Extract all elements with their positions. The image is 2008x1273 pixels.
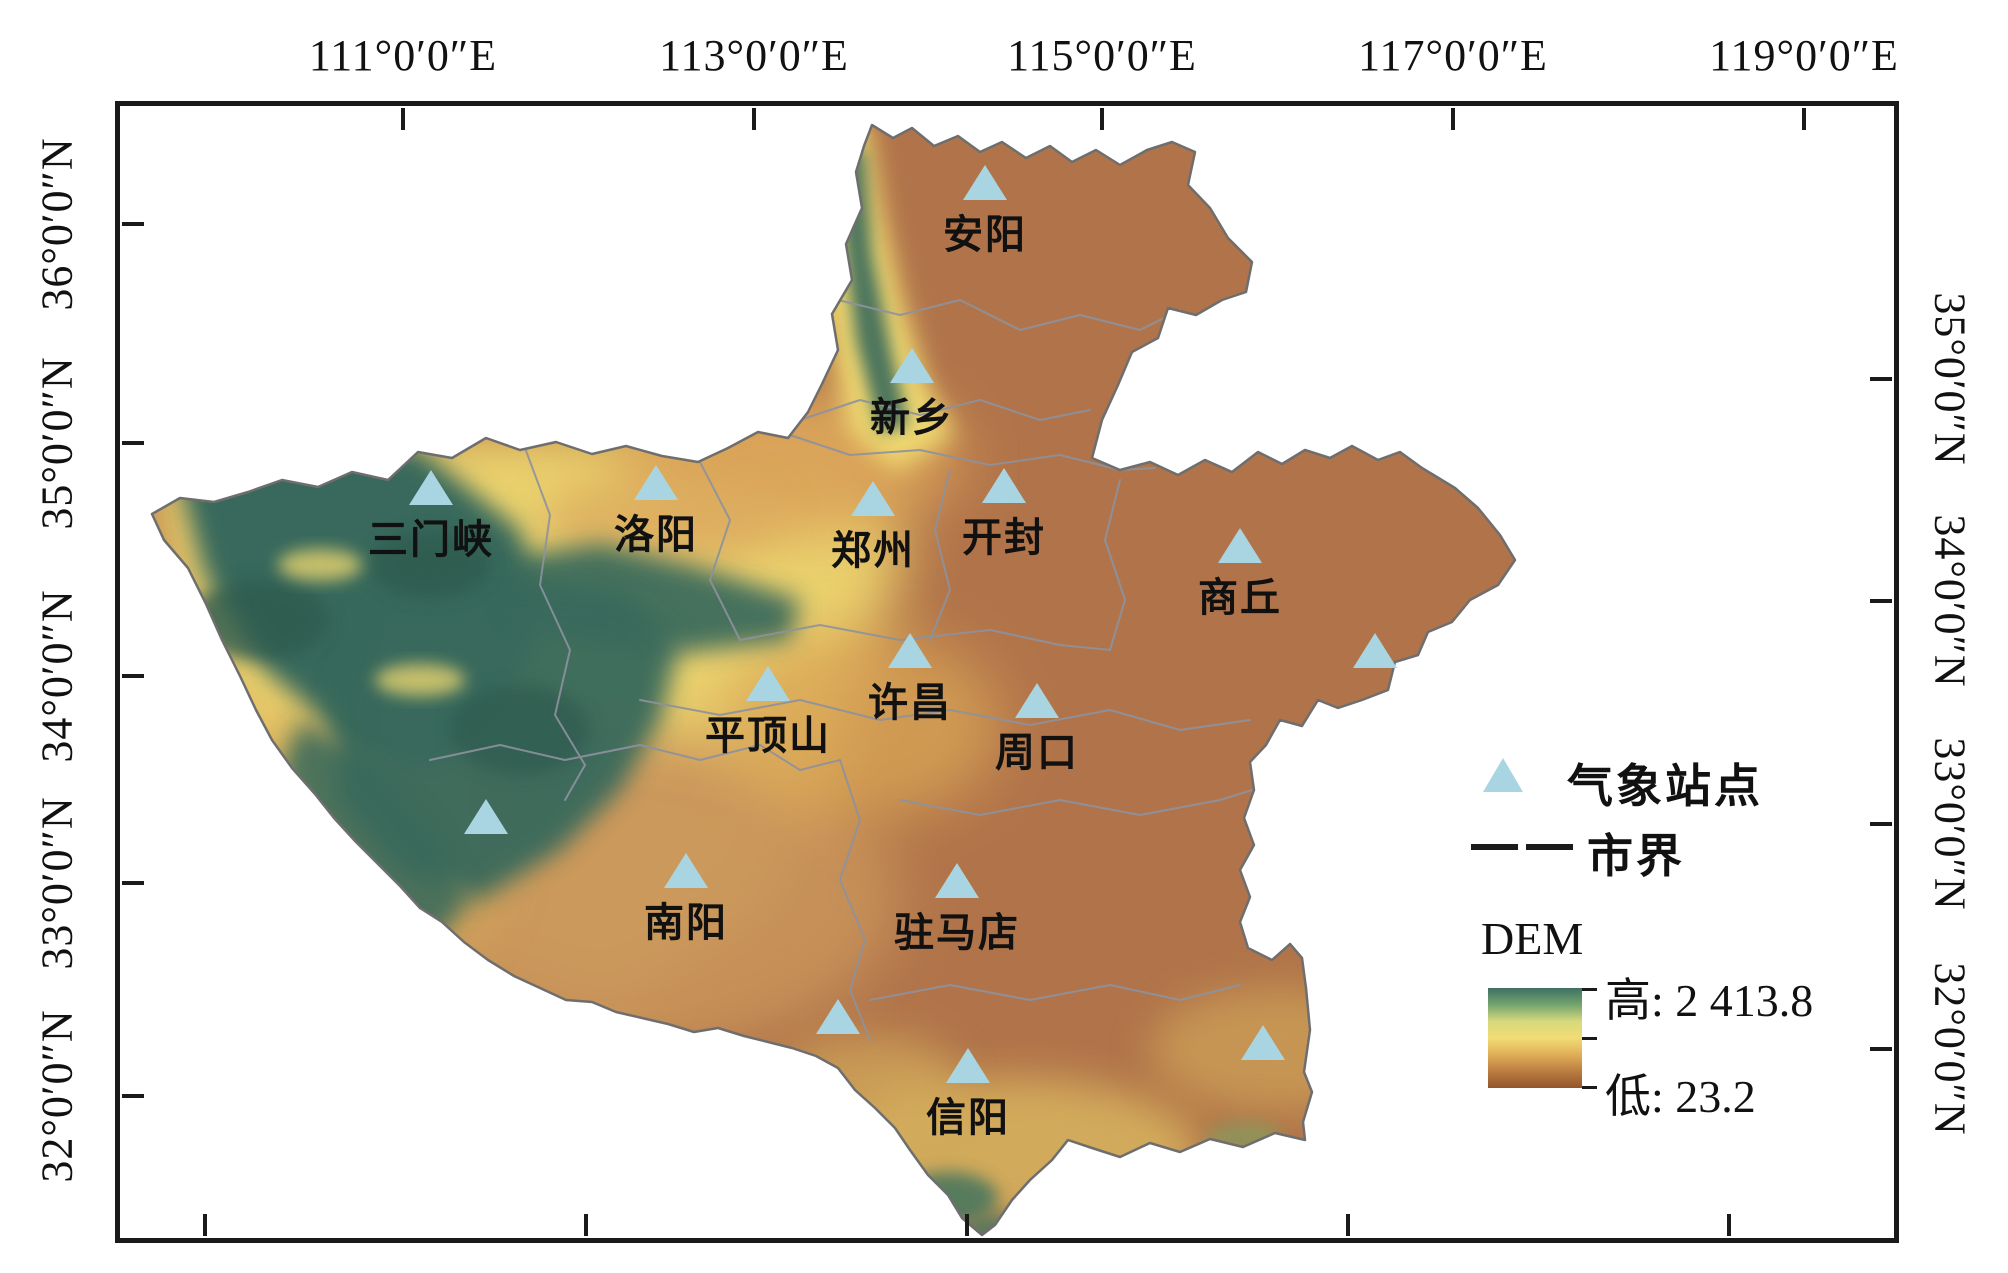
weather-station-marker [982, 468, 1026, 503]
city-boundaries [429, 299, 1253, 1041]
city-label: 信阳 [926, 1095, 1010, 1140]
city-label: 驻马店 [894, 910, 1020, 955]
legend: 气象站点 市界 DEM 高: 2 413.8 低: 23.2 [1455, 740, 1915, 1140]
axis-tick-top [752, 108, 756, 130]
axis-tick-top [1802, 108, 1806, 130]
city-label: 三门峡 [368, 517, 494, 562]
weather-station-marker [409, 470, 453, 505]
axis-label-latitude: 33°0′0″N [32, 796, 82, 970]
axis-label-latitude: 34°0′0″N [32, 589, 82, 763]
axis-tick-top [1451, 108, 1455, 130]
city-label: 南阳 [644, 900, 728, 945]
legend-station-label: 气象站点 [1567, 761, 1763, 812]
axis-label-longitude: 117°0′0″E [1358, 31, 1548, 80]
station-triangle-icon [1483, 758, 1523, 792]
axis-tick-bottom [965, 1214, 969, 1236]
axis-label-latitude: 34°0′0″N [1925, 514, 1975, 688]
axis-tick-right [1870, 377, 1892, 381]
axis-label-latitude: 36°0′0″N [32, 137, 82, 311]
weather-station-marker [890, 348, 934, 383]
axis-label-longitude: 115°0′0″E [1007, 31, 1197, 80]
axis-tick-left [122, 881, 144, 885]
axis-tick-top [401, 108, 405, 130]
legend-boundary-label: 市界 [1587, 831, 1685, 882]
weather-station-marker [935, 863, 979, 898]
weather-station-marker [1015, 683, 1059, 718]
axis-label-longitude: 119°0′0″E [1709, 31, 1899, 80]
city-label: 商丘 [1198, 575, 1282, 620]
axis-label-longitude: 113°0′0″E [659, 31, 849, 80]
axis-tick-left [122, 441, 144, 445]
weather-station-marker [946, 1048, 990, 1083]
axis-tick-right [1870, 599, 1892, 603]
terrain-tan-pingdingshan [720, 630, 1000, 820]
terrain-green-dark2 [370, 531, 490, 599]
province-outline [150, 123, 1517, 1237]
weather-station-marker [851, 481, 895, 516]
city-label: 安阳 [943, 212, 1027, 257]
axis-tick-bottom [203, 1214, 207, 1236]
terrain-green-swspur [280, 720, 470, 950]
axis-tick-right [1870, 1047, 1892, 1051]
ramp-tick [1582, 988, 1597, 991]
axis-tick-bottom [584, 1214, 588, 1236]
axis-tick-top [1100, 108, 1104, 130]
city-label: 周口 [995, 730, 1079, 775]
weather-station-marker [1353, 633, 1397, 668]
legend-dem-high: 高: 2 413.8 [1605, 975, 1814, 1026]
axis-label-longitude: 111°0′0″E [308, 31, 498, 80]
dem-color-ramp [1488, 988, 1582, 1088]
ramp-tick [1582, 1086, 1597, 1089]
terrain-green-south2 [963, 1215, 1027, 1235]
weather-station-marker [664, 853, 708, 888]
axis-label-latitude: 35°0′0″N [32, 356, 82, 530]
weather-station-marker [963, 165, 1007, 200]
axis-tick-left [122, 222, 144, 226]
axis-label-latitude: 35°0′0″N [1925, 292, 1975, 466]
weather-station-marker [634, 465, 678, 500]
terrain-yellow-vein1 [278, 549, 362, 581]
terrain-green-south3 [1207, 1122, 1283, 1154]
city-label: 洛阳 [614, 512, 698, 557]
axis-tick-bottom [1346, 1214, 1350, 1236]
city-label: 许昌 [868, 680, 952, 725]
weather-station-marker [1218, 528, 1262, 563]
city-label: 开封 [962, 515, 1046, 560]
axis-label-latitude: 32°0′0″N [1925, 962, 1975, 1136]
ramp-tick [1582, 1037, 1597, 1040]
terrain-yellow-vein2 [375, 664, 465, 696]
legend-dem-title: DEM [1481, 913, 1584, 964]
legend-dem-low: 低: 23.2 [1605, 1071, 1756, 1122]
axis-label-latitude: 33°0′0″N [1925, 737, 1975, 911]
boundary-line-icon [1471, 844, 1518, 850]
axis-tick-bottom [1727, 1214, 1731, 1236]
axis-tick-left [122, 674, 144, 678]
weather-station-marker [1241, 1025, 1285, 1060]
weather-station-marker [746, 666, 790, 701]
terrain-green-dark1 [190, 580, 330, 660]
weather-station-marker [816, 999, 860, 1034]
province-terrain [152, 125, 1515, 1235]
axis-tick-right [1870, 822, 1892, 826]
boundary-line-icon [1526, 844, 1573, 850]
weather-station-marker [888, 633, 932, 668]
city-label: 郑州 [831, 528, 915, 573]
city-label: 平顶山 [705, 713, 831, 758]
axis-tick-left [122, 1094, 144, 1098]
axis-label-latitude: 32°0′0″N [32, 1009, 82, 1183]
weather-station-marker [464, 799, 508, 834]
terrain-green-dark3 [450, 685, 590, 775]
city-label: 新乡 [870, 395, 954, 440]
